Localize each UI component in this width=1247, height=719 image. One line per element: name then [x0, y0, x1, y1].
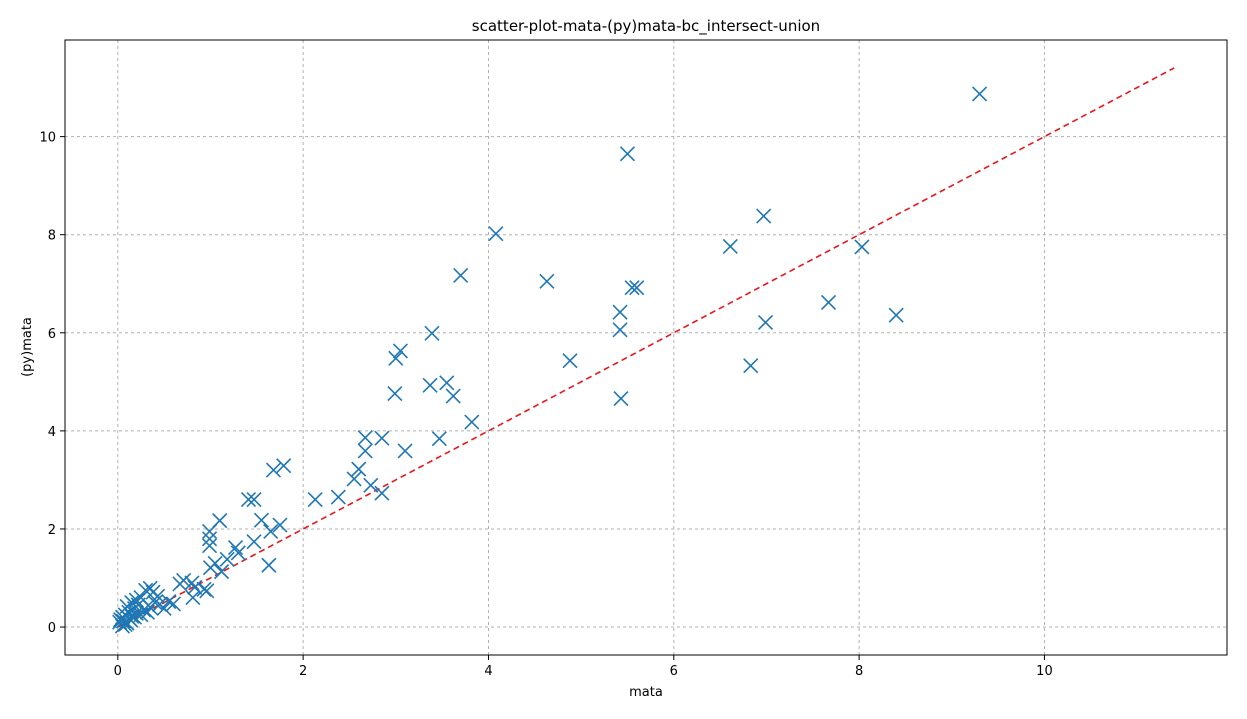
- data-point: [202, 560, 219, 576]
- data-point: [161, 593, 177, 610]
- data-point: [276, 458, 292, 474]
- chart-title: scatter-plot-mata-(py)mata-bc_intersect-…: [472, 17, 820, 36]
- data-point: [357, 430, 373, 446]
- data-point: [562, 353, 578, 369]
- y-tick-label: 0: [48, 621, 56, 636]
- plot-area-frame: [64, 39, 1228, 656]
- y-tick-label: 8: [48, 229, 56, 244]
- grid-lines: [65, 40, 1227, 655]
- data-point: [363, 477, 379, 493]
- data-point: [629, 280, 645, 296]
- data-point: [185, 590, 201, 606]
- data-point: [265, 462, 282, 478]
- data-point: [142, 599, 158, 615]
- data-point: [387, 386, 403, 402]
- data-point: [624, 280, 640, 296]
- data-point: [307, 491, 323, 508]
- data-point: [201, 538, 218, 554]
- data-point: [126, 609, 143, 625]
- data-point: [388, 350, 404, 366]
- x-axis-ticks: 0 2 4 6 8 10: [114, 655, 1053, 679]
- data-point: [445, 388, 461, 404]
- data-point: [230, 545, 246, 561]
- data-point: [539, 273, 555, 289]
- x-tick-label: 4: [484, 664, 492, 679]
- data-point: [488, 226, 504, 242]
- data-point: [464, 414, 480, 430]
- data-point: [199, 583, 215, 599]
- y-tick-label: 10: [39, 131, 56, 146]
- data-point: [392, 343, 409, 359]
- data-point: [431, 431, 447, 447]
- data-point: [453, 267, 469, 283]
- data-point: [128, 605, 144, 621]
- x-tick-label: 10: [1036, 664, 1053, 679]
- data-point: [196, 581, 212, 597]
- data-point: [114, 618, 131, 634]
- data-point: [172, 576, 188, 592]
- data-point: [820, 294, 837, 310]
- data-point: [757, 314, 774, 331]
- reference-line: [117, 67, 1175, 628]
- data-point: [263, 523, 279, 539]
- data-point: [397, 443, 413, 459]
- data-point: [227, 540, 244, 556]
- data-point: [351, 461, 367, 477]
- data-point: [330, 489, 346, 505]
- data-points: [112, 86, 988, 634]
- x-axis-title: mata: [629, 685, 663, 700]
- data-point: [619, 146, 636, 162]
- x-tick-label: 6: [670, 664, 678, 679]
- data-point: [346, 471, 362, 487]
- data-point: [972, 86, 988, 102]
- data-point: [253, 512, 270, 528]
- data-point: [246, 491, 262, 508]
- data-point: [201, 523, 218, 539]
- data-point: [214, 564, 230, 580]
- y-axis-ticks: 0 2 4 6 8 10: [39, 131, 65, 636]
- data-point: [613, 390, 629, 407]
- data-point: [612, 322, 628, 338]
- data-point: [357, 443, 373, 459]
- data-point: [261, 557, 277, 573]
- y-axis-title: (py)mata: [20, 317, 35, 377]
- data-point: [756, 208, 772, 224]
- data-point: [201, 531, 218, 547]
- data-point: [888, 307, 904, 323]
- data-point: [422, 377, 438, 393]
- data-point: [743, 358, 759, 374]
- data-point: [374, 485, 390, 501]
- reference-line-layer: [117, 67, 1175, 628]
- data-point: [424, 325, 440, 341]
- data-point: [184, 575, 200, 591]
- data-point: [722, 238, 738, 255]
- data-point: [612, 304, 628, 320]
- data-point: [374, 430, 390, 446]
- x-tick-label: 8: [855, 664, 863, 679]
- data-point: [854, 239, 870, 255]
- x-tick-label: 0: [114, 664, 122, 679]
- data-point: [151, 596, 168, 613]
- data-point: [439, 375, 455, 391]
- data-point: [219, 551, 235, 567]
- data-point: [272, 517, 288, 533]
- y-tick-label: 2: [48, 523, 56, 538]
- x-tick-label: 2: [299, 664, 307, 679]
- data-point: [246, 534, 262, 550]
- data-point: [121, 610, 137, 626]
- y-tick-label: 4: [48, 425, 56, 440]
- data-point: [240, 491, 257, 508]
- data-point: [165, 596, 181, 612]
- y-tick-label: 6: [48, 327, 56, 342]
